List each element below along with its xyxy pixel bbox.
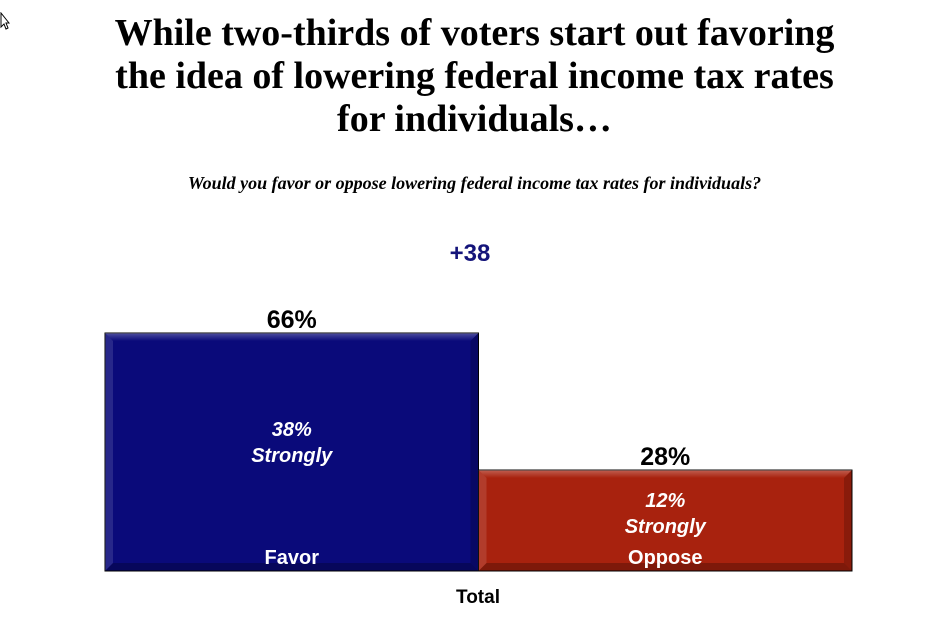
strongly-label-favor-line-1: 38% — [272, 419, 312, 441]
bar-bevel-left-oppose — [478, 470, 487, 571]
value-label-oppose: 28% — [640, 443, 690, 471]
category-label-oppose: Oppose — [628, 547, 702, 569]
bar-bevel-right-favor — [470, 333, 479, 571]
title-line-2: the idea of lowering federal income tax … — [115, 55, 834, 97]
category-label-favor: Favor — [265, 547, 320, 569]
bar-bevel-top-favor — [105, 333, 479, 341]
mouse-cursor-icon — [0, 12, 10, 30]
bar-bevel-right-oppose — [844, 470, 852, 571]
bar-bevel-bottom-favor — [105, 563, 479, 571]
difference-label: +38 — [449, 240, 491, 267]
question-subtitle: Would you favor or oppose lowering feder… — [187, 173, 762, 193]
bar-bevel-top-oppose — [478, 470, 852, 479]
bar-bevel-bottom-oppose — [478, 563, 852, 571]
value-label-favor: 66% — [267, 306, 317, 334]
title-line-3: for individuals… — [337, 98, 612, 140]
bar-oppose — [478, 469, 853, 572]
page-title: While two-thirds of voters start out fav… — [0, 12, 949, 141]
strongly-label-oppose-line-1: 12% — [645, 490, 685, 512]
x-axis-label: Total — [456, 587, 500, 608]
bar-bevel-left-favor — [105, 333, 113, 571]
strongly-label-favor-line-2: Strongly — [251, 445, 333, 467]
strongly-label-oppose-line-2: Strongly — [625, 516, 707, 538]
title-line-1: While two-thirds of voters start out fav… — [114, 12, 835, 54]
bar-favor — [104, 332, 479, 572]
